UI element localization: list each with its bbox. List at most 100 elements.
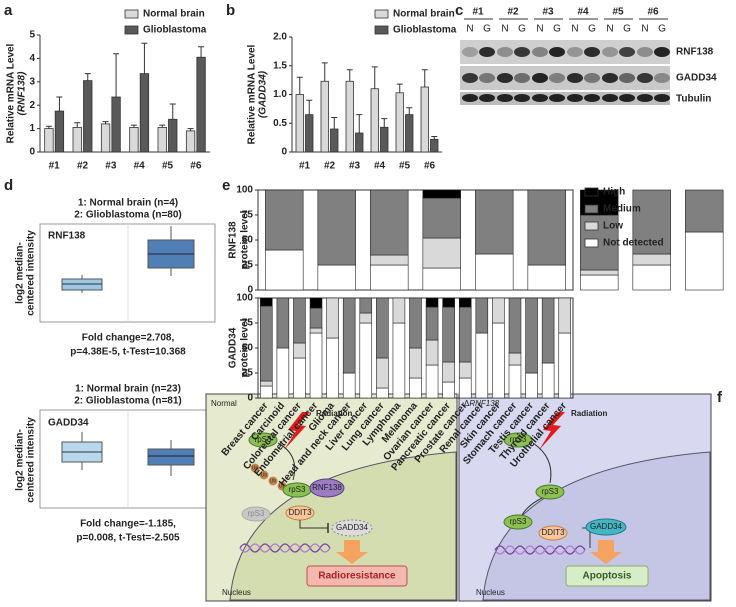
legend-label: Not detected bbox=[603, 238, 664, 249]
bar-segment bbox=[317, 189, 356, 266]
error-bar bbox=[141, 42, 148, 74]
bar bbox=[100, 123, 111, 153]
bar-segment bbox=[632, 253, 671, 266]
bar-segment bbox=[632, 189, 671, 255]
bar bbox=[139, 73, 150, 153]
ub-label: Ub bbox=[270, 478, 277, 484]
panel-label: a bbox=[4, 2, 13, 19]
stats: p=0.008, t-Test=-2.505 bbox=[76, 533, 180, 544]
bar-segment bbox=[376, 297, 389, 359]
y-axis-label-sub: (RNF138) bbox=[17, 71, 28, 116]
lane-label: G bbox=[588, 24, 596, 35]
error-bar bbox=[159, 124, 166, 128]
lane-label: G bbox=[518, 24, 526, 35]
lane-label: N bbox=[466, 24, 473, 35]
condition-label: ΔRNF138 bbox=[464, 399, 500, 408]
x-tick-label: #5 bbox=[162, 161, 174, 172]
error-bar bbox=[396, 83, 403, 93]
ub-label: Ub bbox=[252, 465, 259, 471]
bar-segment bbox=[409, 377, 422, 399]
error-bar bbox=[56, 96, 63, 112]
oncomine-plot: 1: Normal brain (n=4) 2: Glioblastoma (n… bbox=[15, 198, 216, 544]
bar-segment bbox=[309, 307, 323, 329]
delta: Δ bbox=[464, 399, 470, 408]
bar-segment bbox=[425, 297, 439, 308]
bar-segment bbox=[442, 361, 455, 383]
bar-segment bbox=[276, 297, 290, 349]
band bbox=[654, 47, 670, 57]
compartment-label: Nucleus bbox=[476, 588, 505, 597]
legend-label: Normal brain bbox=[143, 9, 205, 20]
big-arrow bbox=[336, 540, 368, 564]
bar-segment bbox=[527, 189, 566, 266]
bar-segment bbox=[359, 312, 373, 324]
legend-label: Medium bbox=[603, 204, 641, 215]
bar-segment bbox=[425, 306, 439, 341]
gene: RNF138 bbox=[469, 399, 499, 408]
protein-label: Tubulin bbox=[676, 94, 711, 105]
y-axis-label: log2 median- bbox=[15, 429, 26, 491]
bar-segment bbox=[260, 380, 273, 387]
western-blot: #1N G#2N G#3N G#4N G#5N G#6N G RNF138 GADD34 T… bbox=[460, 7, 717, 105]
band bbox=[462, 47, 478, 57]
y-axis-label: RNF138 bbox=[228, 221, 239, 259]
bar-segment bbox=[309, 327, 323, 334]
protein bbox=[241, 506, 271, 522]
error-bar bbox=[113, 53, 120, 98]
band bbox=[532, 47, 548, 57]
protein-label: DDIT3 bbox=[541, 528, 565, 537]
error-bar bbox=[74, 122, 81, 128]
dna bbox=[494, 545, 586, 555]
band bbox=[584, 47, 600, 57]
error-bar bbox=[187, 128, 194, 131]
legend-label: Normal brain bbox=[393, 9, 455, 20]
bar-segment bbox=[492, 297, 505, 324]
stimulus-label: Radiation bbox=[571, 409, 608, 418]
bar-segment bbox=[260, 305, 273, 382]
bar-segment bbox=[475, 253, 514, 291]
bar bbox=[54, 110, 65, 153]
bar-segment bbox=[265, 189, 304, 251]
bar bbox=[320, 80, 329, 153]
bar-segment bbox=[409, 297, 422, 349]
y-tick-label: 2.0 bbox=[273, 32, 287, 43]
protein-label: rpS3 bbox=[510, 435, 527, 444]
protein bbox=[538, 525, 568, 541]
error-bar bbox=[406, 107, 413, 115]
stats: Fold change=2.708, bbox=[82, 333, 175, 344]
error-bar bbox=[346, 69, 353, 82]
lane-label: G bbox=[623, 24, 631, 35]
bar-segment bbox=[685, 231, 724, 291]
band bbox=[532, 94, 548, 102]
bar-segment bbox=[425, 364, 439, 399]
legend-swatch bbox=[124, 9, 139, 19]
y-axis-label: centered intensity bbox=[26, 417, 37, 503]
arrow bbox=[521, 497, 543, 516]
band bbox=[654, 94, 670, 102]
protein-label: rpS3 bbox=[510, 517, 527, 526]
lightning bbox=[539, 412, 565, 450]
bar-segment bbox=[525, 297, 538, 374]
bar-segment bbox=[475, 332, 489, 399]
band bbox=[479, 94, 495, 102]
dna bbox=[239, 543, 331, 553]
bar-segment bbox=[392, 322, 406, 399]
inhibition bbox=[299, 520, 328, 529]
protein-label: rpS3 bbox=[542, 487, 559, 496]
bar bbox=[395, 92, 404, 153]
y-axis-label: centered intensity bbox=[26, 230, 37, 316]
sample-label: #2 bbox=[507, 7, 519, 18]
bar-segment bbox=[508, 352, 522, 366]
bar-segment bbox=[293, 297, 306, 344]
plot-frame bbox=[257, 189, 574, 291]
error-bar bbox=[431, 135, 438, 140]
legend-swatch bbox=[124, 25, 139, 35]
y-tick-label: 0 bbox=[281, 147, 287, 158]
bar-segment bbox=[265, 249, 304, 291]
y-tick-label: 0 bbox=[29, 147, 35, 158]
bar-segment bbox=[370, 254, 409, 266]
bar bbox=[430, 138, 439, 153]
panel-label: e bbox=[222, 177, 230, 194]
blot-strip bbox=[460, 92, 670, 105]
